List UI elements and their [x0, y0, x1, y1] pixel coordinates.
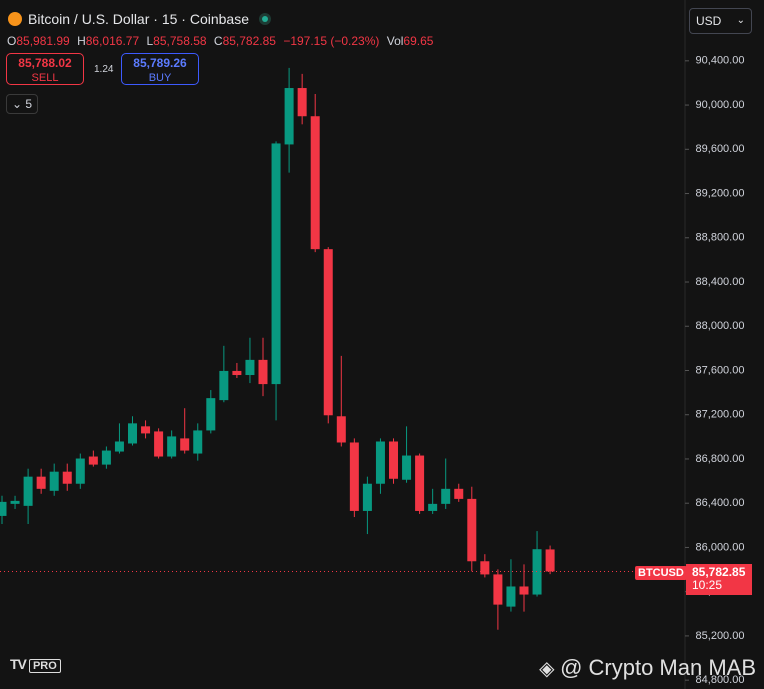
candle-body [128, 423, 137, 444]
value: 85,981.99 [16, 34, 70, 48]
label: Vol [386, 34, 404, 48]
candle-body [284, 88, 294, 145]
label: H [77, 34, 86, 48]
buy-button[interactable]: 85,789.26 BUY [121, 53, 199, 85]
y-tick-label: 84,800.00 [696, 674, 745, 686]
candle-body [545, 549, 555, 572]
y-tick-label: 88,800.00 [696, 232, 745, 244]
value: 86,016.77 [85, 34, 140, 48]
candle-body [389, 441, 398, 479]
currency: USD [696, 14, 722, 28]
header: Bitcoin / U.S. Dollar · 15 · Coinbase [8, 11, 275, 27]
candle-body [467, 498, 477, 562]
candle-body [336, 416, 346, 443]
candle-body [532, 549, 542, 595]
price-tag: 85,782.85 10:25 [686, 564, 752, 595]
candle-body [454, 488, 464, 499]
candle-body [62, 471, 72, 484]
candle-body [206, 398, 216, 431]
y-tick-label: 90,400.00 [696, 55, 745, 67]
candle-body [493, 574, 503, 605]
candle-body [10, 500, 20, 504]
candle-body [297, 88, 307, 117]
interval: 5 [25, 97, 33, 111]
candle-body [49, 471, 59, 491]
caret: ⌄ [736, 15, 745, 26]
watermark-icon: ◈ [539, 658, 561, 680]
sell-price: 85,788.02 [18, 56, 72, 70]
candle-body [232, 370, 242, 376]
spread: 1.24 [94, 64, 114, 75]
candle-body [519, 586, 529, 595]
logo-pro: PRO [28, 659, 61, 673]
y-tick-label: 86,000.00 [696, 541, 745, 553]
buy-price: 85,789.26 [133, 56, 187, 70]
sell-label: SELL [31, 72, 59, 84]
candle-body [180, 438, 190, 451]
candle-body [88, 456, 98, 465]
change: −197.15 (−0.23%) [283, 34, 380, 48]
candle-body [323, 249, 333, 416]
candle-body [75, 458, 85, 484]
y-tick-label: 87,600.00 [696, 364, 745, 376]
price: 85,782.85 [692, 565, 746, 579]
y-tick-label: 88,400.00 [696, 276, 745, 288]
candle-body [36, 476, 46, 489]
candle-body [101, 450, 111, 465]
candle-body [362, 483, 372, 511]
sell-button[interactable]: 85,788.02 SELL [6, 53, 84, 85]
candle-body [0, 501, 7, 516]
watermark: ◈ @ Crypto Man MAB [539, 655, 756, 681]
y-tick-label: 89,200.00 [696, 187, 745, 199]
logo: TV PRO [10, 656, 61, 673]
candle-body [154, 431, 164, 457]
countdown: 10:25 [692, 578, 723, 592]
y-tick-label: 89,600.00 [696, 143, 745, 155]
currency-select[interactable]: USD ⌄ [689, 8, 752, 34]
label: L [146, 34, 154, 48]
candle-body [428, 503, 438, 511]
candle-body [480, 561, 490, 575]
candle-body [349, 442, 359, 511]
y-tick-label: 88,000.00 [696, 320, 745, 332]
candle-body [506, 586, 516, 607]
candle-body [167, 436, 177, 457]
symbol-tag: BTCUSD [635, 566, 687, 580]
candle-body [375, 441, 385, 484]
chart-title: Bitcoin / U.S. Dollar · 15 · Coinbase [28, 11, 249, 27]
label: O [7, 34, 17, 48]
y-tick-label: 90,000.00 [696, 99, 745, 111]
candle-body [271, 143, 281, 385]
watermark-text: @ Crypto Man MAB [560, 655, 756, 680]
label: C [213, 34, 223, 48]
value: 85,782.85 [222, 34, 276, 48]
candle-body [310, 116, 320, 250]
candle-body [23, 476, 33, 506]
candle-body [193, 430, 203, 454]
candle-body [402, 455, 412, 480]
y-tick-label: 86,800.00 [696, 453, 745, 465]
candle-body [415, 455, 425, 511]
btc-icon [8, 12, 22, 26]
interval-toggle[interactable]: ⌄ 5 [6, 94, 38, 114]
logo-mark: TV [10, 656, 27, 672]
y-tick-label: 86,400.00 [696, 497, 745, 509]
buy-label: BUY [148, 72, 172, 84]
ohlc-legend: O85,981.99 H86,016.77 L85,758.58 C85,782… [7, 34, 437, 48]
status-dot [258, 13, 271, 25]
candle-body [141, 426, 151, 434]
y-tick-label: 87,200.00 [696, 409, 745, 421]
candle-body [114, 441, 124, 452]
candle-body [219, 370, 229, 401]
candle-body [258, 359, 268, 385]
value: 85,758.58 [153, 34, 207, 48]
candle-body [441, 488, 451, 504]
candle-body [245, 359, 255, 376]
y-tick-label: 85,200.00 [696, 630, 745, 642]
value: 69.65 [403, 34, 434, 48]
